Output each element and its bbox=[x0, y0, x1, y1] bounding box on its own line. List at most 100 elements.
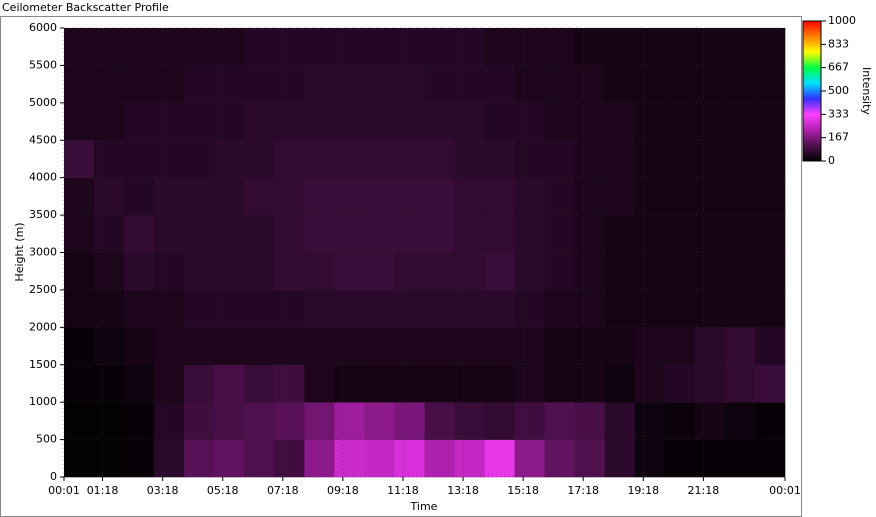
heatmap-cell bbox=[94, 439, 125, 478]
heatmap-cell bbox=[334, 28, 365, 66]
colorbar-tick-label: 167 bbox=[828, 131, 849, 144]
heatmap-cell bbox=[664, 402, 696, 440]
x-tick-label: 09:18 bbox=[327, 484, 359, 497]
heatmap-cell bbox=[244, 364, 275, 403]
heatmap-cell bbox=[754, 102, 786, 141]
heatmap-cell bbox=[454, 215, 485, 253]
heatmap-cell bbox=[634, 177, 666, 216]
x-axis-label: Time bbox=[410, 500, 438, 513]
y-tick-label: 0 bbox=[50, 470, 57, 483]
heatmap-cell bbox=[64, 252, 95, 291]
heatmap-cell bbox=[424, 439, 455, 478]
heatmap-cell bbox=[424, 215, 455, 253]
heatmap-cell bbox=[694, 327, 726, 366]
heatmap-cell bbox=[214, 28, 245, 66]
heatmap-cell bbox=[184, 252, 215, 291]
heatmap-cell bbox=[304, 28, 335, 66]
heatmap-cell bbox=[184, 140, 215, 178]
heatmap-cell bbox=[514, 364, 545, 403]
heatmap-cell bbox=[274, 177, 305, 216]
heatmap-cell bbox=[124, 439, 155, 478]
heatmap-cell bbox=[394, 252, 425, 291]
heatmap-cell bbox=[694, 252, 726, 291]
heatmap-cell bbox=[454, 327, 485, 366]
x-tick-label: 15:18 bbox=[507, 484, 539, 497]
heatmap-cell bbox=[334, 364, 365, 403]
heatmap-cell bbox=[484, 65, 515, 104]
heatmap-cell bbox=[724, 140, 756, 178]
x-tick-label: 21:18 bbox=[688, 484, 720, 497]
heatmap-cell bbox=[214, 177, 245, 216]
heatmap-cell bbox=[244, 140, 275, 178]
heatmap-cell bbox=[304, 402, 335, 440]
heatmap-cell bbox=[304, 140, 335, 178]
heatmap-cell bbox=[484, 215, 515, 253]
heatmap-cell bbox=[484, 102, 515, 141]
heatmap-cell bbox=[154, 28, 185, 66]
heatmap-cell bbox=[304, 364, 335, 403]
heatmap-cell bbox=[544, 364, 576, 403]
heatmap-cell bbox=[94, 327, 125, 366]
heatmap-cell bbox=[154, 102, 185, 141]
heatmap-cell bbox=[154, 402, 185, 440]
heatmap-cell bbox=[214, 289, 245, 328]
heatmap-cell bbox=[634, 215, 666, 253]
heatmap-cell bbox=[694, 215, 726, 253]
heatmap-cell bbox=[754, 439, 786, 478]
heatmap-cell bbox=[454, 402, 485, 440]
heatmap-cell bbox=[694, 402, 726, 440]
heatmap-cell bbox=[184, 65, 215, 104]
heatmap-cell bbox=[364, 252, 395, 291]
heatmap-cell bbox=[124, 102, 155, 141]
heatmap-cell bbox=[544, 439, 576, 478]
x-tick-label: 00:01 bbox=[769, 484, 801, 497]
heatmap-cell bbox=[514, 140, 545, 178]
heatmap-cell bbox=[364, 140, 395, 178]
heatmap-cell bbox=[664, 439, 696, 478]
heatmap-cell bbox=[514, 439, 545, 478]
heatmap-cell bbox=[394, 102, 425, 141]
heatmap-cell bbox=[424, 402, 455, 440]
heatmap-cell bbox=[694, 289, 726, 328]
heatmap-cell bbox=[724, 439, 756, 478]
heatmap-cell bbox=[664, 252, 696, 291]
heatmap-cell bbox=[124, 65, 155, 104]
heatmap-cell bbox=[94, 102, 125, 141]
heatmap-cell bbox=[634, 140, 666, 178]
heatmap-cell bbox=[634, 402, 666, 440]
heatmap-cell bbox=[64, 65, 95, 104]
heatmap-cell bbox=[334, 102, 365, 141]
heatmap-cell bbox=[244, 402, 275, 440]
heatmap-cell bbox=[724, 252, 756, 291]
y-tick-label: 3500 bbox=[29, 208, 57, 221]
heatmap-cell bbox=[454, 28, 485, 66]
heatmap-cell bbox=[334, 289, 365, 328]
heatmap-cell bbox=[574, 215, 606, 253]
heatmap-cell bbox=[154, 65, 185, 104]
heatmap-cell bbox=[394, 439, 425, 478]
heatmap-cell bbox=[454, 289, 485, 328]
heatmap-cell bbox=[244, 215, 275, 253]
heatmap-cell bbox=[124, 177, 155, 216]
heatmap-cell bbox=[424, 140, 455, 178]
heatmap-cell bbox=[694, 28, 726, 66]
heatmap-cell bbox=[124, 402, 155, 440]
heatmap-cell bbox=[154, 439, 185, 478]
heatmap-cell bbox=[184, 289, 215, 328]
heatmap-cell bbox=[694, 65, 726, 104]
heatmap-cell bbox=[754, 402, 786, 440]
x-tick-label: 07:18 bbox=[267, 484, 299, 497]
heatmap-cell bbox=[544, 140, 576, 178]
heatmap-cell bbox=[574, 289, 606, 328]
heatmap-cell bbox=[754, 215, 786, 253]
x-tick-label: 01:18 bbox=[87, 484, 119, 497]
heatmap-cell bbox=[184, 402, 215, 440]
y-tick-label: 5500 bbox=[29, 58, 57, 71]
heatmap-cell bbox=[394, 402, 425, 440]
heatmap-cell bbox=[634, 65, 666, 104]
heatmap-cell bbox=[664, 289, 696, 328]
heatmap-cell bbox=[334, 215, 365, 253]
heatmap-cell bbox=[334, 327, 365, 366]
heatmap-cell bbox=[694, 439, 726, 478]
heatmap-cell bbox=[64, 215, 95, 253]
